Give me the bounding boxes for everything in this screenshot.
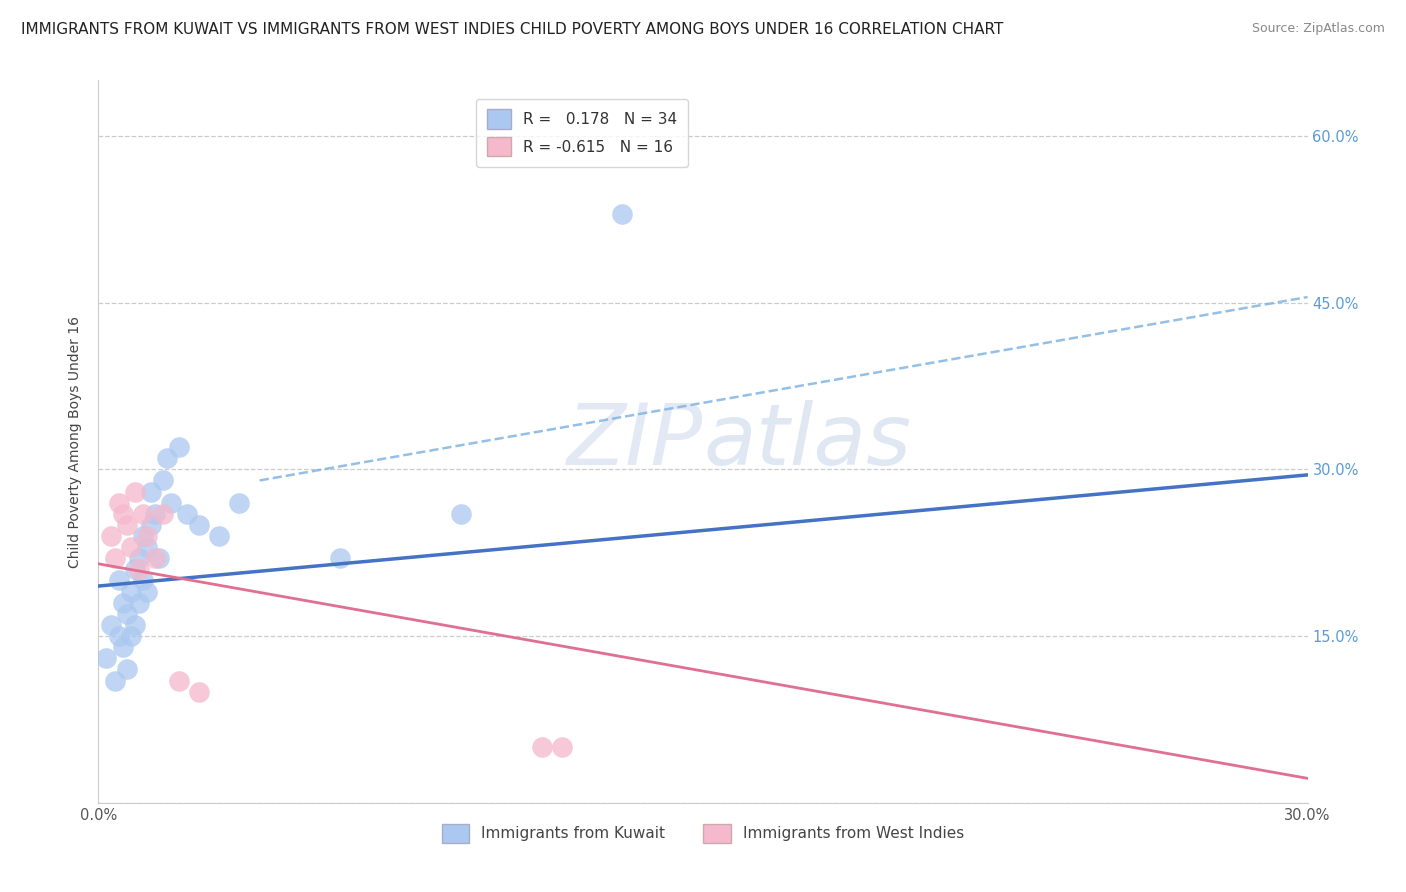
- Point: [156, 451, 179, 466]
- Point: [132, 574, 155, 588]
- Point: [551, 740, 574, 755]
- Point: [450, 507, 472, 521]
- Point: [111, 507, 134, 521]
- Point: [107, 496, 129, 510]
- Point: [132, 507, 155, 521]
- Point: [612, 207, 634, 221]
- Point: [128, 562, 150, 576]
- Legend: Immigrants from Kuwait, Immigrants from West Indies: Immigrants from Kuwait, Immigrants from …: [436, 817, 970, 849]
- Point: [100, 618, 122, 632]
- Point: [111, 596, 134, 610]
- Text: IMMIGRANTS FROM KUWAIT VS IMMIGRANTS FROM WEST INDIES CHILD POVERTY AMONG BOYS U: IMMIGRANTS FROM KUWAIT VS IMMIGRANTS FRO…: [21, 22, 1004, 37]
- Point: [152, 507, 174, 521]
- Point: [115, 607, 138, 621]
- Point: [120, 584, 142, 599]
- Point: [148, 551, 170, 566]
- Point: [167, 673, 190, 688]
- Point: [530, 740, 553, 755]
- Point: [135, 540, 157, 554]
- Point: [143, 551, 166, 566]
- Point: [107, 629, 129, 643]
- Point: [111, 640, 134, 655]
- Point: [124, 562, 146, 576]
- Point: [143, 507, 166, 521]
- Point: [96, 651, 118, 665]
- Point: [152, 474, 174, 488]
- Point: [120, 629, 142, 643]
- Point: [115, 662, 138, 676]
- Point: [128, 551, 150, 566]
- Point: [188, 517, 211, 532]
- Y-axis label: Child Poverty Among Boys Under 16: Child Poverty Among Boys Under 16: [69, 316, 83, 567]
- Text: Source: ZipAtlas.com: Source: ZipAtlas.com: [1251, 22, 1385, 36]
- Point: [103, 551, 125, 566]
- Point: [208, 529, 231, 543]
- Point: [139, 484, 162, 499]
- Point: [160, 496, 183, 510]
- Point: [128, 596, 150, 610]
- Point: [135, 529, 157, 543]
- Point: [132, 529, 155, 543]
- Point: [107, 574, 129, 588]
- Point: [103, 673, 125, 688]
- Text: atlas: atlas: [703, 400, 911, 483]
- Point: [167, 440, 190, 454]
- Point: [176, 507, 198, 521]
- Point: [139, 517, 162, 532]
- Point: [329, 551, 352, 566]
- Point: [120, 540, 142, 554]
- Point: [124, 484, 146, 499]
- Text: ZIP: ZIP: [567, 400, 703, 483]
- Point: [100, 529, 122, 543]
- Point: [188, 684, 211, 698]
- Point: [228, 496, 250, 510]
- Point: [135, 584, 157, 599]
- Point: [115, 517, 138, 532]
- Point: [124, 618, 146, 632]
